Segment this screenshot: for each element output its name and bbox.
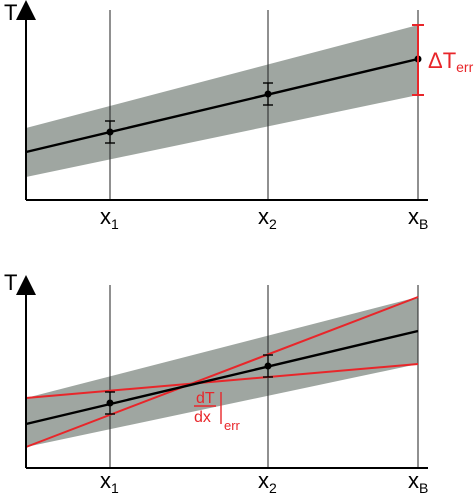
top-tick-label-x2: x2	[258, 204, 277, 232]
top-uncertainty-band	[26, 25, 418, 177]
bottom-slope-error-label: dT dx err	[194, 390, 241, 433]
svg-text:err: err	[224, 418, 241, 433]
bottom-errorbar-x2	[263, 354, 273, 378]
bottom-tick-label-x1: x1	[100, 468, 119, 495]
bottom-y-axis-label: T	[4, 270, 17, 295]
top-tick-label-x1: x1	[100, 204, 119, 232]
bottom-tick-label-xb: xB	[408, 468, 428, 495]
top-delta-t-label: ΔTerr	[428, 48, 474, 75]
svg-text:dx: dx	[194, 409, 211, 426]
bottom-tick-label-x2: x2	[258, 468, 277, 495]
top-delta-t-bracket	[412, 24, 424, 96]
bottom-steep-error-line	[25, 296, 419, 448]
bottom-shallow-error-line	[25, 363, 419, 399]
top-panel: ΔTerr T x1 x2 xB	[4, 0, 474, 232]
top-errorbar-x2	[263, 82, 273, 106]
top-fit-line	[25, 57, 419, 154]
bottom-panel: dT dx err T x1 x2 xB	[4, 270, 428, 495]
top-tick-label-xb: xB	[408, 204, 428, 232]
top-errorbar-x1	[105, 120, 115, 144]
bottom-fit-line	[25, 329, 419, 426]
bottom-errorbar-x1	[105, 391, 115, 415]
svg-text:dT: dT	[196, 390, 215, 407]
top-y-axis-label: T	[4, 0, 17, 25]
